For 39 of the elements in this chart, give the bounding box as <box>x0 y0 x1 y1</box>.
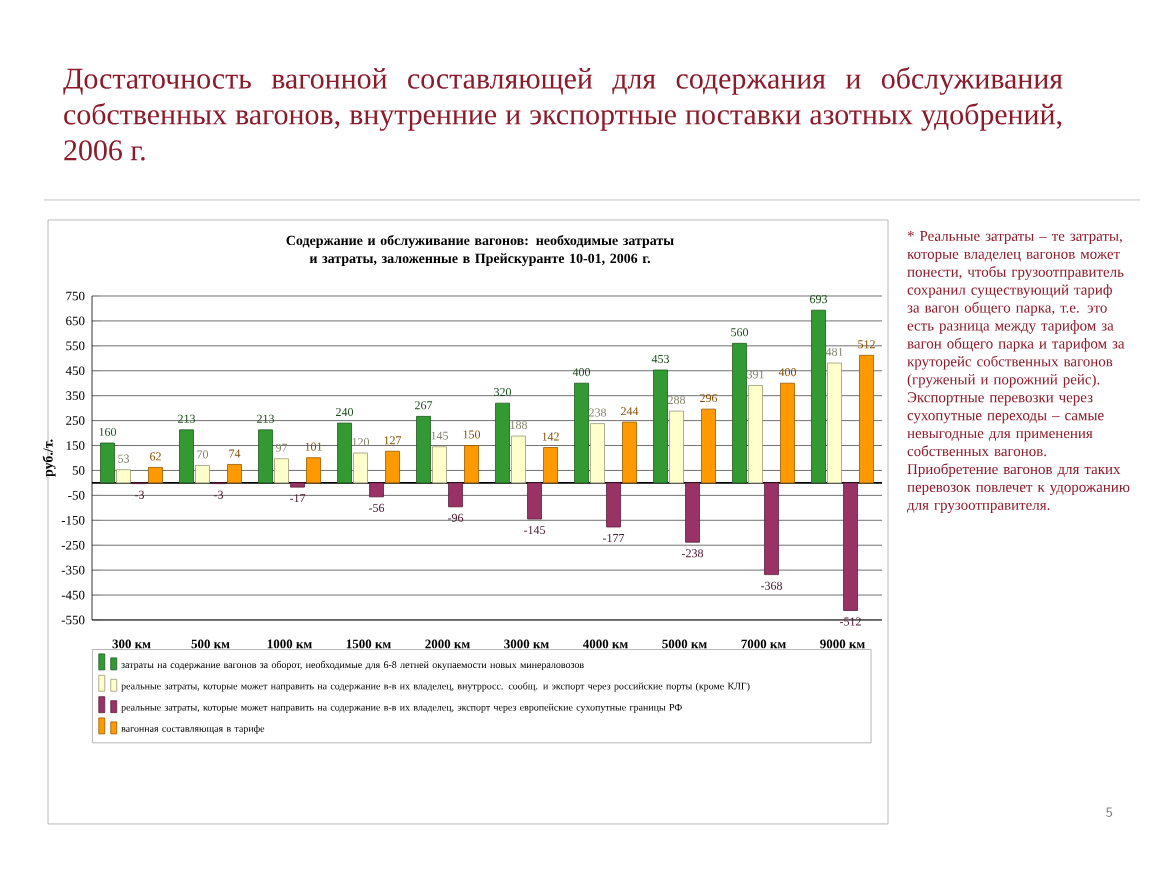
bar <box>764 482 779 576</box>
bar <box>274 458 289 484</box>
bar <box>290 482 305 488</box>
bar <box>827 362 842 484</box>
bar <box>448 482 463 508</box>
bar <box>527 482 542 520</box>
bar <box>669 410 684 484</box>
chart-title: Достаточность вагонной составляющей для содержания и обслуживания собственных вагонов, внутренние и экспортные поставки азотных удобрений, 2006 г. <box>63 67 1063 161</box>
bar <box>100 442 115 484</box>
bar <box>590 423 605 484</box>
bar <box>258 429 273 484</box>
bar <box>369 482 384 498</box>
bar <box>748 385 763 484</box>
bar <box>622 421 637 484</box>
bar <box>685 482 700 543</box>
bar <box>859 354 874 484</box>
bar <box>116 469 131 484</box>
bar <box>543 447 558 484</box>
bar <box>495 402 510 484</box>
bar <box>843 482 858 611</box>
bar <box>416 415 431 484</box>
bar <box>195 465 210 484</box>
bar <box>574 382 589 484</box>
bar <box>179 429 194 484</box>
bar <box>511 435 526 484</box>
bar <box>148 467 163 484</box>
bar <box>432 446 447 484</box>
bar <box>353 452 368 484</box>
bar <box>306 457 321 484</box>
bar <box>337 422 352 484</box>
bar <box>811 309 826 484</box>
bar <box>653 369 668 484</box>
bar <box>464 445 479 484</box>
bar <box>780 382 795 484</box>
bar <box>701 408 716 484</box>
bar <box>227 464 242 484</box>
bar <box>732 342 747 484</box>
bar <box>606 482 621 528</box>
bar <box>385 450 400 484</box>
